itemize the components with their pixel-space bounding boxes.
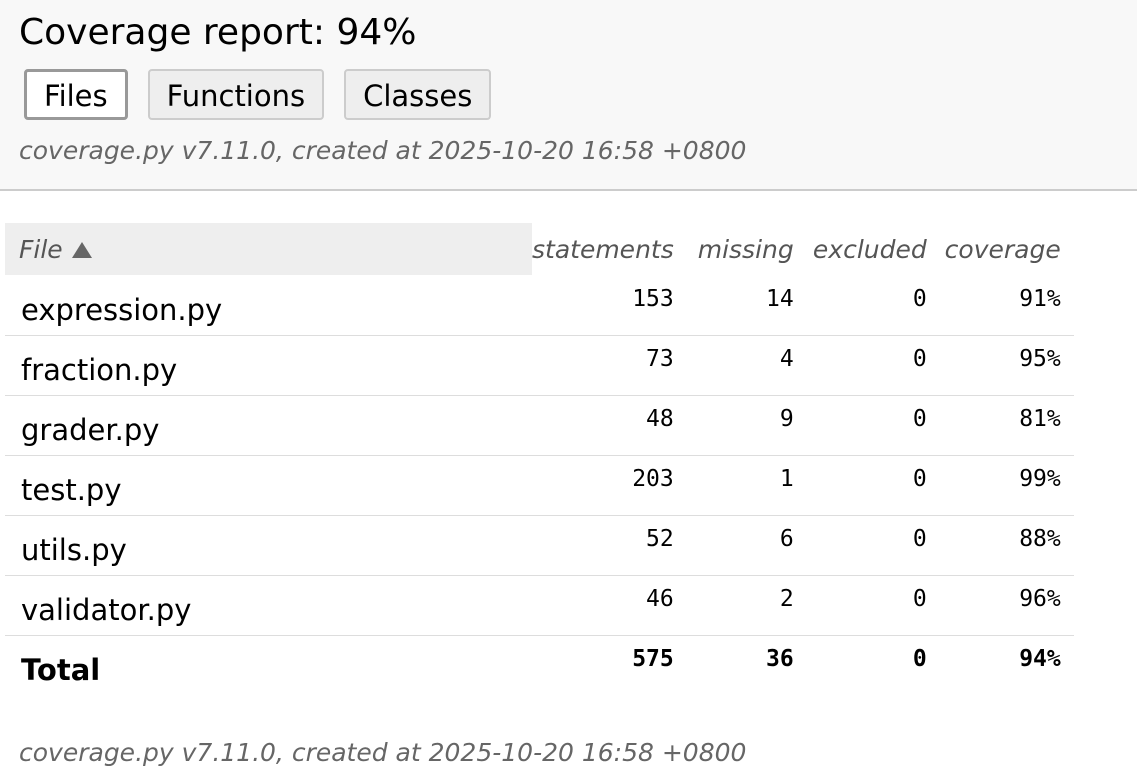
cell: 4 (686, 335, 807, 396)
cell: 2 (686, 575, 807, 636)
table-row: grader.py 48 9 0 81% (5, 395, 1074, 456)
table-row: Total 575 36 0 94% (5, 635, 1074, 695)
sort-icon (71, 241, 92, 258)
tabs: Files Functions Classes (24, 69, 492, 120)
column-header[interactable]: excluded (812, 234, 927, 264)
tab[interactable]: Classes (344, 69, 492, 120)
table-row: test.py 203 1 0 99% (5, 455, 1074, 516)
column-label: File (19, 234, 63, 264)
table-row: validator.py 46 2 0 96% (5, 575, 1074, 636)
table-body: expression.py 153 14 0 91% fraction.py 73 4 0 95%… (5, 275, 1074, 695)
cell: 0 (806, 575, 940, 636)
tab[interactable]: Files (24, 69, 128, 120)
footer-meta: coverage.py v7.11.0, created at 2025-10-… (19, 738, 747, 767)
column-header[interactable]: missing (697, 234, 794, 264)
cell: 48 (532, 395, 687, 456)
header: Coverage report: 94% Files Functions Cla… (0, 0, 1137, 191)
column-header[interactable]: coverage (944, 234, 1061, 264)
cell: 0 (806, 275, 940, 336)
file-name[interactable]: grader.py (5, 395, 532, 456)
file-name[interactable]: test.py (5, 455, 532, 516)
cell: 91% (939, 275, 1074, 336)
tab[interactable]: Functions (147, 69, 325, 120)
cell: 52 (532, 515, 687, 576)
file-name[interactable]: validator.py (5, 575, 532, 636)
column-header[interactable]: statements (532, 234, 674, 264)
column-header[interactable]: File (5, 223, 532, 275)
cell: 575 (632, 646, 674, 673)
cell: 0 (806, 335, 940, 396)
cell: 94% (1019, 646, 1061, 673)
cell: 0 (806, 455, 940, 516)
cell: 96% (939, 575, 1074, 636)
cell: 73 (532, 335, 687, 396)
cell: 88% (939, 515, 1074, 576)
cell: 1 (686, 455, 807, 516)
cell: 0 (806, 515, 940, 576)
cell: 6 (686, 515, 807, 576)
cell: 203 (532, 455, 687, 516)
coverage-table: File statements missing excluded coverag… (5, 223, 1074, 695)
file-name[interactable]: utils.py (5, 515, 532, 576)
cell: 46 (532, 575, 687, 636)
file-name[interactable]: fraction.py (5, 335, 532, 396)
table-row: fraction.py 73 4 0 95% (5, 335, 1074, 396)
table-row: utils.py 52 6 0 88% (5, 515, 1074, 576)
cell: 81% (939, 395, 1074, 456)
cell: 99% (939, 455, 1074, 516)
file-name[interactable]: expression.py (5, 275, 532, 336)
cell: 0 (806, 395, 940, 456)
table-row: expression.py 153 14 0 91% (5, 275, 1074, 336)
cell: 95% (939, 335, 1074, 396)
cell: 0 (912, 646, 927, 673)
file-name: Total (21, 653, 101, 688)
title: Coverage report: 94% (19, 12, 417, 53)
cell: 14 (686, 275, 807, 336)
cell: 153 (532, 275, 687, 336)
meta: coverage.py v7.11.0, created at 2025-10-… (19, 136, 747, 165)
cell: 9 (686, 395, 807, 456)
cell: 36 (766, 646, 794, 673)
